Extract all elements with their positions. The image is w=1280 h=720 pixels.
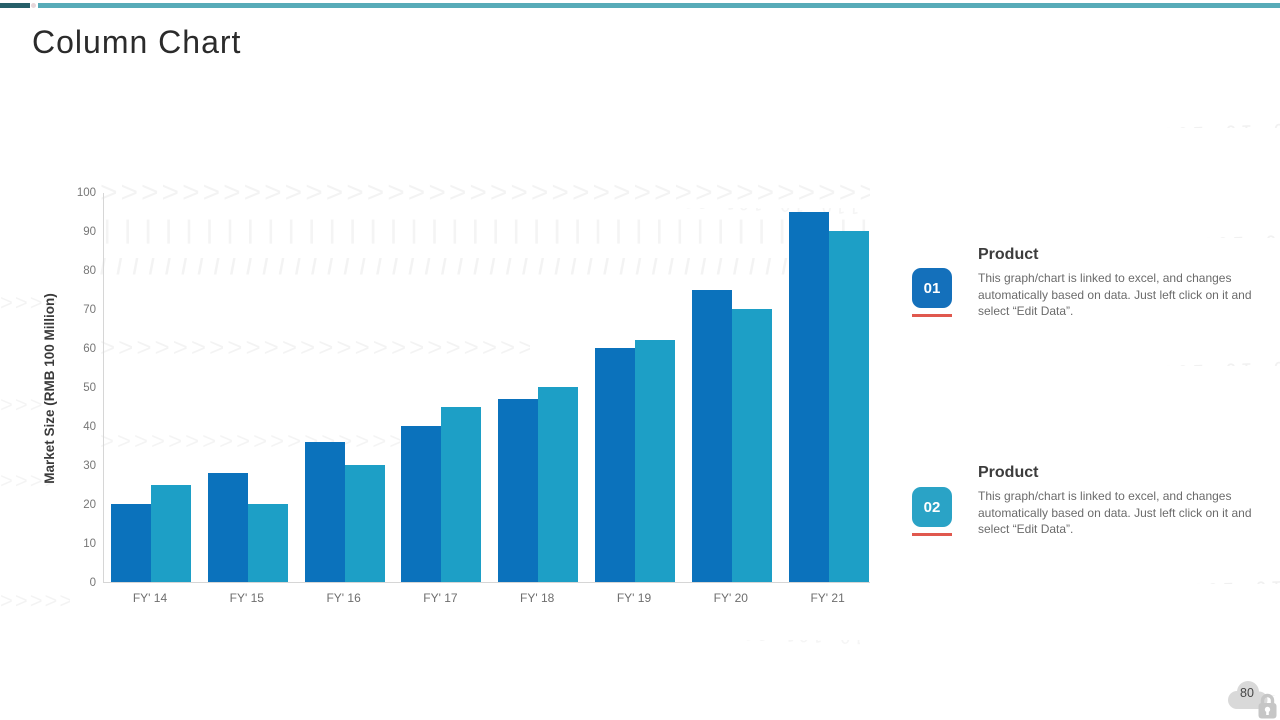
y-tick-label: 10 xyxy=(83,538,96,550)
watermark-row: 10 100101 00 10110 01 00110 10 101 0010 … xyxy=(1050,402,1280,426)
bar-series1-14[interactable] xyxy=(111,504,151,582)
product-2-heading: Product xyxy=(978,464,1039,481)
y-tick-label: 100 xyxy=(76,187,96,199)
bar-series1-16[interactable] xyxy=(304,441,345,582)
watermark-row: 10 100101 00 10110 01 00110 10 101 0010 … xyxy=(900,104,1280,128)
y-tick-label: 40 xyxy=(83,421,96,433)
bar-series2-21[interactable] xyxy=(828,231,869,582)
bar-group-16[interactable] xyxy=(304,193,385,582)
page-title: Column Chart xyxy=(32,24,242,60)
bar-series2-19[interactable] xyxy=(635,340,675,582)
x-tick-label: FY' 16 xyxy=(326,591,361,605)
x-tick-label: FY' 19 xyxy=(616,591,652,605)
y-tick-label: 70 xyxy=(83,304,96,316)
chart-plot[interactable] xyxy=(103,193,870,583)
y-tick-label: 20 xyxy=(83,499,96,511)
x-tick-label: FY' 14 xyxy=(132,591,168,605)
y-tick-label: 50 xyxy=(83,382,96,394)
bar-series1-20[interactable] xyxy=(691,289,732,582)
watermark-row: 10 100101 00 10110 01 00110 10 101 0010 … xyxy=(940,214,1280,238)
bar-series2-17[interactable] xyxy=(441,406,482,582)
bar-group-18[interactable] xyxy=(498,193,579,582)
bar-series2-14[interactable] xyxy=(151,484,191,582)
bar-group-21[interactable] xyxy=(788,193,869,582)
bar-group-20[interactable] xyxy=(691,193,772,582)
product-1-heading: Product xyxy=(978,246,1039,263)
watermark-row: 10 100101 00 10110 01 00110 10 101 0010 … xyxy=(900,342,1280,366)
product-2-underline xyxy=(912,533,952,536)
product-1-underline xyxy=(912,314,952,317)
x-tick-label: FY' 15 xyxy=(229,591,264,605)
bar-series1-19[interactable] xyxy=(595,348,635,582)
bar-group-17[interactable] xyxy=(401,193,482,582)
x-tick-label: FY' 17 xyxy=(423,591,458,605)
page-number: 80 xyxy=(1240,686,1254,700)
x-tick-label: FY' 20 xyxy=(713,591,748,605)
topbar-dark-segment xyxy=(0,3,30,8)
bar-series2-18[interactable] xyxy=(538,387,579,582)
topbar-dot xyxy=(31,3,36,8)
product-2-description: This graph/chart is linked to excel, and… xyxy=(978,489,1252,536)
y-tick-label: 80 xyxy=(83,265,96,277)
watermark-row: 10 100101 00 10110 01 00110 10 101 0010 … xyxy=(880,618,1280,642)
bar-group-15[interactable] xyxy=(207,193,288,582)
watermark-row: 10 100101 00 10110 01 00110 10 101 0010 … xyxy=(930,560,1280,584)
bar-series2-16[interactable] xyxy=(344,465,385,582)
topbar-accent-line xyxy=(38,3,1280,8)
x-tick-label: FY' 21 xyxy=(810,591,845,605)
product-1-badge: 01 xyxy=(912,268,952,308)
product-1-description: This graph/chart is linked to excel, and… xyxy=(978,271,1252,318)
bar-group-14[interactable] xyxy=(111,193,191,582)
bar-series1-21[interactable] xyxy=(788,211,829,582)
bar-series1-15[interactable] xyxy=(207,472,248,582)
y-tick-label: 90 xyxy=(83,226,96,238)
y-tick-label: 0 xyxy=(89,577,96,589)
column-chart: Market Size (RMB 100 Million) 0 10 20 30 40 5… xyxy=(38,187,870,605)
bar-series1-18[interactable] xyxy=(498,398,539,582)
watermark-row: 10 100101 00 10110 01 00110 10 101 0010 … xyxy=(1010,158,1280,182)
lock-icon xyxy=(1256,691,1279,720)
y-axis-title-text: Market Size (RMB 100 Million) xyxy=(41,292,57,484)
watermark-row: 10 100101 00 10110 01 00110 10 101 0010 … xyxy=(960,46,1280,70)
y-tick-label: 30 xyxy=(83,460,96,472)
bar-series1-17[interactable] xyxy=(401,426,442,582)
y-axis-title: Market Size (RMB 100 Million) xyxy=(38,193,60,583)
x-tick-label: FY' 18 xyxy=(520,591,555,605)
bar-series2-15[interactable] xyxy=(247,504,288,582)
y-tick-label: 60 xyxy=(83,343,96,355)
bar-group-19[interactable] xyxy=(595,193,675,582)
product-2-badge: 02 xyxy=(912,487,952,527)
bar-series2-20[interactable] xyxy=(731,309,772,582)
